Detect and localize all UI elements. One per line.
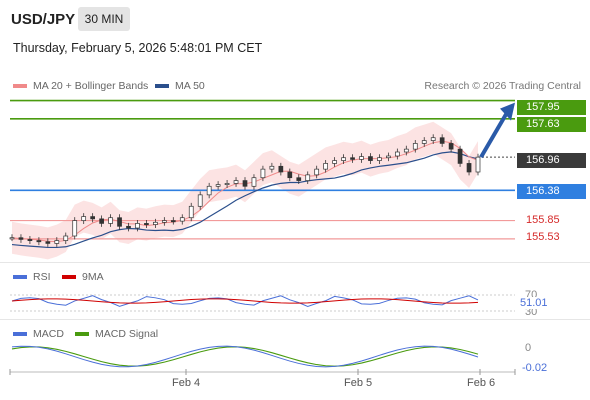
- legend-rsi: RSI: [13, 271, 51, 283]
- divider-macd: [0, 319, 590, 320]
- candle-body: [314, 168, 320, 176]
- candle-body: [341, 157, 346, 161]
- x-tick-feb5: Feb 5: [344, 377, 373, 389]
- level-tag-156-38: 156.38: [517, 184, 586, 199]
- candle-body: [421, 140, 427, 144]
- candle-body: [448, 143, 454, 150]
- legend-macd-label: MACD: [33, 328, 64, 340]
- candle-body: [296, 177, 302, 181]
- chart-datetime: Thursday, February 5, 2026 5:48:01 PM CE…: [13, 41, 263, 55]
- forecast-arrow-shaft: [479, 111, 509, 159]
- candle-body: [278, 165, 284, 173]
- legend-ma50-label: MA 50: [175, 80, 205, 92]
- legend-macd-signal: MACD Signal: [75, 328, 158, 340]
- macd-signal-swatch: [75, 332, 89, 336]
- candle-body: [63, 235, 69, 241]
- candle-body: [99, 218, 104, 224]
- legend-rsi-ma-label: 9MA: [82, 271, 104, 283]
- legend-macd: MACD: [13, 328, 64, 340]
- level-label-155-53: 155.53: [526, 231, 560, 243]
- rsi-line: [11, 295, 479, 307]
- candle-body: [412, 143, 418, 150]
- candle-body: [36, 240, 42, 243]
- x-tick-feb4: Feb 4: [172, 377, 201, 389]
- candle-body: [81, 216, 87, 221]
- level-label-155-85: 155.85: [526, 214, 560, 226]
- rsi-value: 51.01: [517, 297, 551, 309]
- symbol-title: USD/JPY: [11, 11, 76, 28]
- ma50-swatch: [155, 84, 169, 88]
- macd-line: [11, 345, 479, 368]
- x-tick-feb6: Feb 6: [467, 377, 496, 389]
- candle-body: [251, 177, 257, 187]
- rsi-ma-swatch: [62, 275, 76, 279]
- candle-body: [224, 183, 230, 185]
- macd-zero-label: 0: [525, 342, 532, 354]
- rsi-swatch: [13, 275, 27, 279]
- rsi-lower-label: 30: [525, 306, 538, 318]
- candle-body: [430, 137, 436, 141]
- candle-body: [72, 220, 78, 237]
- candle-body: [242, 180, 248, 187]
- candle-body: [153, 221, 158, 225]
- candle-body: [269, 165, 275, 170]
- candle-body: [305, 174, 311, 181]
- candle-body: [54, 240, 60, 244]
- candle-body: [45, 241, 51, 244]
- macd-signal-line: [11, 346, 479, 367]
- macd-value: -0.02: [522, 362, 548, 374]
- legend-rsi-ma: 9MA: [62, 271, 104, 283]
- candle-body: [90, 216, 96, 220]
- candle-body: [359, 156, 364, 160]
- candle-body: [457, 148, 463, 164]
- credit-text: Research © 2026 Trading Central: [424, 80, 581, 92]
- forecast-arrow-head: [500, 102, 515, 121]
- legend-macd-signal-label: MACD Signal: [95, 328, 159, 340]
- legend-rsi-label: RSI: [33, 271, 51, 283]
- candle-body: [403, 148, 409, 153]
- timeframe-button[interactable]: 30 MIN: [78, 7, 130, 31]
- macd-swatch: [13, 332, 27, 336]
- candle-body: [108, 217, 113, 224]
- candle-body: [260, 168, 266, 179]
- candle-body: [188, 205, 194, 219]
- candle-body: [394, 151, 400, 157]
- candle-body: [179, 217, 185, 222]
- rsi-ma-line: [11, 298, 479, 304]
- candle-body: [161, 220, 167, 223]
- legend-ma20: MA 20 + Bollinger Bands: [13, 80, 148, 92]
- candle-body: [439, 137, 445, 144]
- level-tag-157-95: 157.95: [517, 100, 586, 115]
- candle-body: [287, 171, 293, 179]
- candle-body: [18, 237, 24, 240]
- legend-ma20-label: MA 20 + Bollinger Bands: [33, 80, 149, 92]
- candle-body: [233, 180, 239, 184]
- ma50-line: [11, 151, 479, 249]
- candle-body: [350, 157, 355, 160]
- candle-body: [206, 185, 212, 196]
- candle-body: [135, 223, 140, 229]
- candle-body: [475, 156, 481, 173]
- legend-ma50: MA 50: [155, 80, 205, 92]
- candle-body: [466, 163, 472, 173]
- candle-body: [27, 239, 33, 241]
- candle-body: [117, 217, 122, 227]
- ma20-swatch: [13, 84, 27, 88]
- candle-body: [9, 237, 15, 240]
- current-price-tag: 156.96: [517, 153, 586, 168]
- candle-body: [170, 220, 176, 223]
- level-tag-157-63: 157.63: [517, 117, 586, 132]
- candle-body: [197, 194, 203, 207]
- candle-body: [323, 163, 329, 170]
- candle-body: [215, 184, 221, 187]
- candle-body: [332, 160, 337, 164]
- candle-body: [377, 157, 382, 161]
- candle-body: [126, 225, 131, 229]
- candle-body: [144, 223, 149, 225]
- candle-body: [386, 155, 391, 159]
- candle-body: [368, 156, 373, 161]
- divider-rsi: [0, 262, 590, 263]
